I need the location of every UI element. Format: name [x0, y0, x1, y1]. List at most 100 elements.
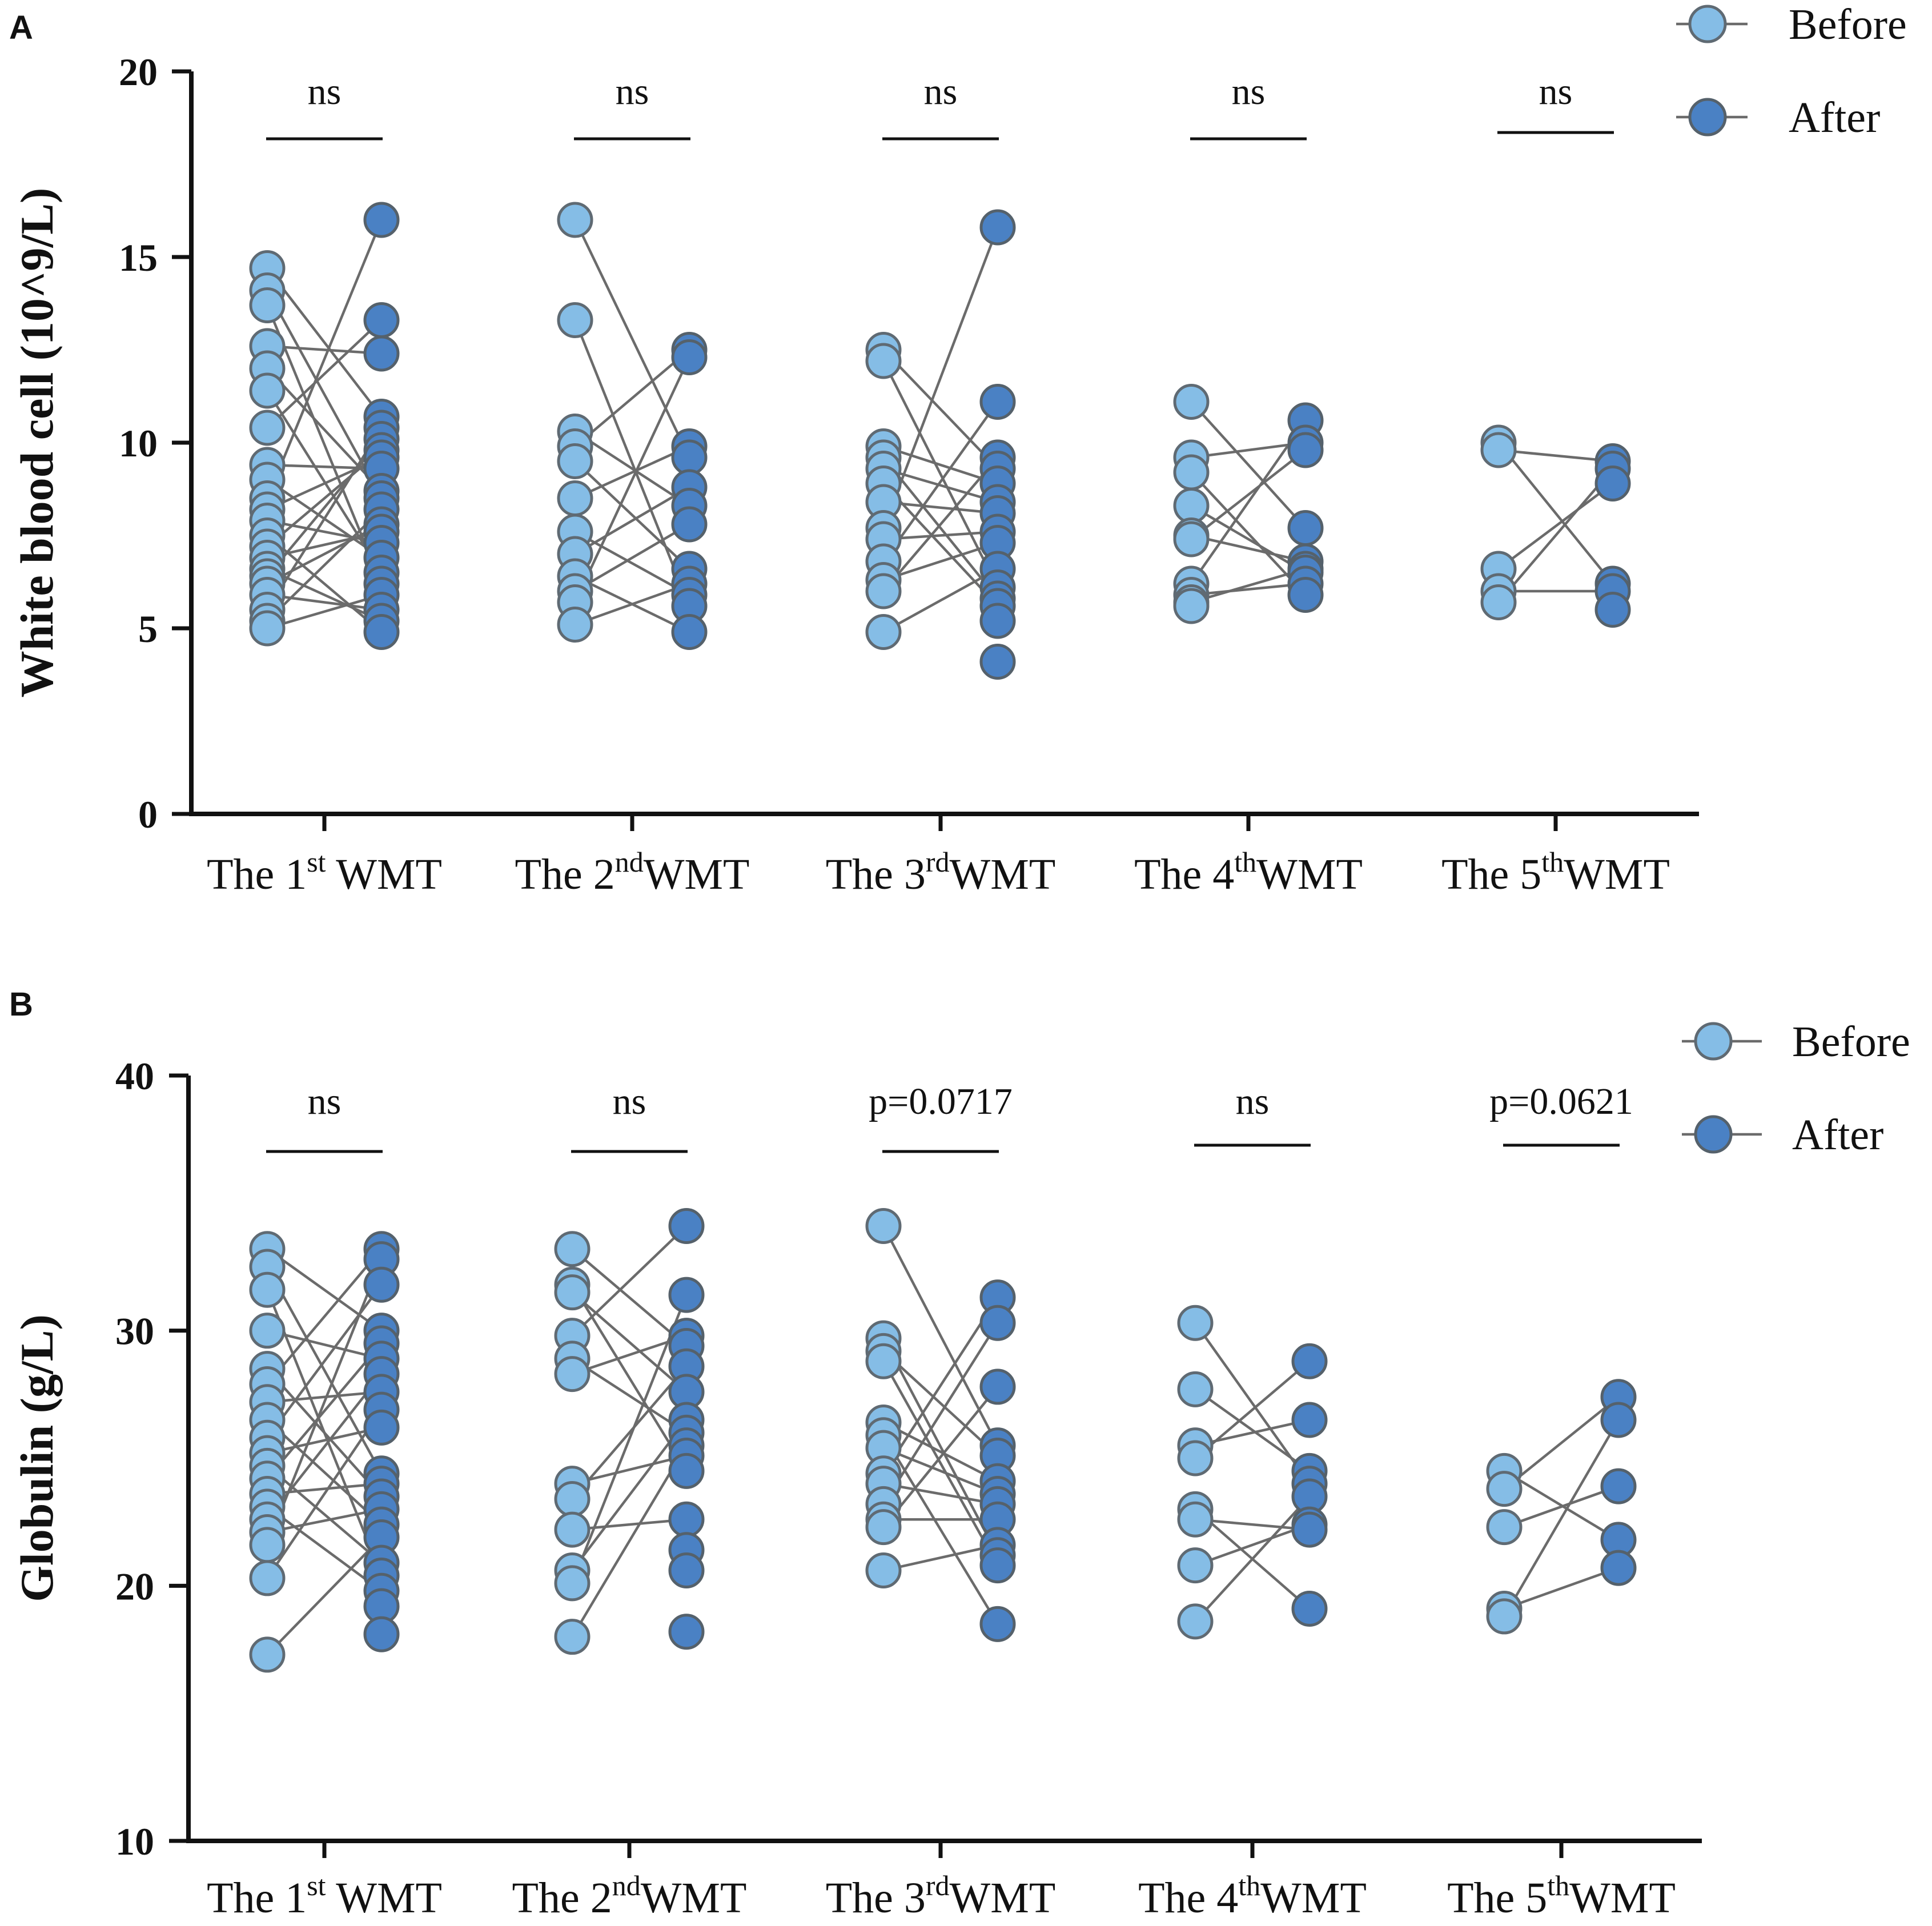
- panel-a-before-point: [557, 443, 593, 479]
- panel-a-significance-label: ns: [616, 71, 649, 113]
- panel-b-before-point: [865, 1509, 902, 1546]
- panel-b-pair-line: [571, 1291, 688, 1393]
- panel-a-pair-line: [574, 523, 690, 592]
- panel-b-pair-line: [267, 1426, 382, 1455]
- panel-a-pair-line: [575, 445, 690, 500]
- panel-a-before-point: [249, 610, 286, 647]
- panel-b-before-point: [1177, 1305, 1214, 1341]
- panel-b-pair-line: [267, 1508, 382, 1534]
- panel-b-before-point: [249, 1527, 286, 1563]
- panel-a-pair-line: [1497, 442, 1614, 585]
- panel-b-pair-line: [883, 1482, 998, 1506]
- panel-b-ytick-label: 20: [115, 1564, 154, 1608]
- panel-b-xtick-label: The 2ndWMT: [512, 1869, 747, 1922]
- panel-a-pair-line: [1497, 482, 1614, 570]
- panel-b-pair-line: [1503, 1396, 1620, 1490]
- panel-b-before-point: [554, 1565, 591, 1602]
- panel-b-significance-label: ns: [1236, 1081, 1270, 1122]
- panel-a-before-point: [249, 287, 286, 323]
- panel-a-pair-line: [1190, 449, 1307, 540]
- panel-b-after-point: [1291, 1402, 1328, 1438]
- panel-a-after-point: [363, 335, 400, 372]
- panel-b-legend-after-marker: [1694, 1115, 1733, 1154]
- panel-a-ytick-label: 0: [138, 793, 158, 836]
- panel-a-significance-label: ns: [308, 71, 342, 113]
- panel-a-before-point: [1173, 384, 1210, 420]
- panel-a-after-point: [1287, 577, 1324, 613]
- panel-b-before-point: [1177, 1440, 1214, 1476]
- panel-b-significance-label: ns: [613, 1081, 646, 1122]
- panel-a-y-axis-title: White blood cell (10^9/L): [11, 188, 63, 698]
- panel-a-pair-line: [1190, 504, 1307, 574]
- panel-b-pair-line: [1504, 1485, 1619, 1528]
- panel-b-after-point: [1291, 1511, 1328, 1548]
- panel-b-pair-line: [266, 1419, 383, 1526]
- panel-b-significance-label: p=0.0621: [1489, 1081, 1633, 1122]
- panel-b-ytick-label: 30: [115, 1310, 154, 1353]
- panel-a-significance-label: ns: [1539, 71, 1573, 113]
- panel-b-before-point: [865, 1343, 902, 1379]
- panel-a-pair-line: [883, 541, 998, 581]
- panel-a-pair-line: [883, 500, 998, 515]
- panel-a-pair-line: [1191, 534, 1306, 563]
- panel-b-pair-line: [571, 1225, 688, 1337]
- panel-a-pair-line: [267, 344, 382, 355]
- panel-a-pair-line: [882, 348, 999, 470]
- panel-a-before-point: [865, 343, 902, 379]
- panel-b-pair-line: [1504, 1566, 1619, 1610]
- panel-a-chart: 0 5 10 15 20 White blood cell (10^9/L) The 1st…: [11, 1, 1907, 898]
- panel-a-pair-line: [266, 390, 383, 573]
- panel-b-pair-line: [571, 1365, 688, 1500]
- panel-a-after-point: [1594, 466, 1631, 501]
- panel-b-pair-line: [266, 1342, 383, 1480]
- panel-b-before-point: [1177, 1371, 1214, 1407]
- panel-a-pair-line: [1190, 419, 1307, 585]
- panel-b-pair-line: [1195, 1518, 1310, 1531]
- panel-a-pair-line: [574, 486, 690, 555]
- panel-a-before-point: [249, 372, 286, 409]
- panel-label-a: A: [9, 9, 33, 46]
- panel-b-before-point: [1486, 1471, 1523, 1507]
- panel-b-pair-line: [882, 1350, 999, 1457]
- panel-b-after-point: [668, 1614, 705, 1650]
- panel-b-before-point: [1177, 1547, 1214, 1584]
- panel-b-legend-before-label: Before: [1792, 1018, 1910, 1066]
- panel-b-before-point: [554, 1356, 591, 1393]
- panel-a-before-point: [1173, 488, 1210, 524]
- panel-a-pair-line: [574, 348, 690, 448]
- panel-b-before-point: [554, 1619, 591, 1655]
- panel-b-ytick-label: 40: [115, 1054, 154, 1098]
- panel-b-pair-line: [266, 1248, 383, 1385]
- panel-b-pair-line: [266, 1258, 383, 1546]
- panel-a-after-point: [363, 302, 400, 338]
- panel-a-pair-line: [883, 530, 998, 541]
- panel-a-after-point: [1287, 432, 1324, 468]
- panel-a-after-point: [1287, 510, 1324, 546]
- panel-a-ytick-label: 10: [119, 422, 158, 465]
- panel-a-pair-line: [882, 568, 999, 633]
- panel-b-after-point: [1291, 1591, 1328, 1627]
- panel-a-xtick-label: The 5thWMT: [1441, 846, 1670, 898]
- panel-b-after-point: [1600, 1550, 1637, 1586]
- panel-b-xtick-label: The 4thWMT: [1138, 1869, 1367, 1922]
- panel-b-pair-line: [882, 1322, 999, 1505]
- panel-b-pair-line: [1194, 1388, 1311, 1472]
- panel-a-before-point: [1480, 584, 1517, 620]
- panel-b-pair-line: [266, 1536, 383, 1656]
- panel-b-after-point: [1600, 1468, 1637, 1504]
- panel-b-after-point: [363, 1266, 400, 1303]
- panel-b-pair-line: [1194, 1360, 1311, 1459]
- panel-b-after-point: [668, 1208, 705, 1245]
- panel-b-before-point: [554, 1511, 591, 1548]
- panel-a-legend-after-label: After: [1789, 94, 1880, 142]
- panel-b-before-point: [1486, 1598, 1523, 1635]
- panel-b-after-point: [979, 1369, 1016, 1405]
- panel-a-before-point: [249, 410, 286, 446]
- panel-a-pair-line: [573, 219, 691, 458]
- panel-b-after-point: [668, 1452, 705, 1489]
- panel-b-pair-line: [883, 1447, 998, 1495]
- panel-b-before-point: [865, 1208, 902, 1245]
- panel-b-pair-line: [1195, 1523, 1310, 1567]
- panel-b-significance-label: ns: [308, 1081, 342, 1122]
- panel-b-xtick-label: The 3rdWMT: [826, 1869, 1056, 1922]
